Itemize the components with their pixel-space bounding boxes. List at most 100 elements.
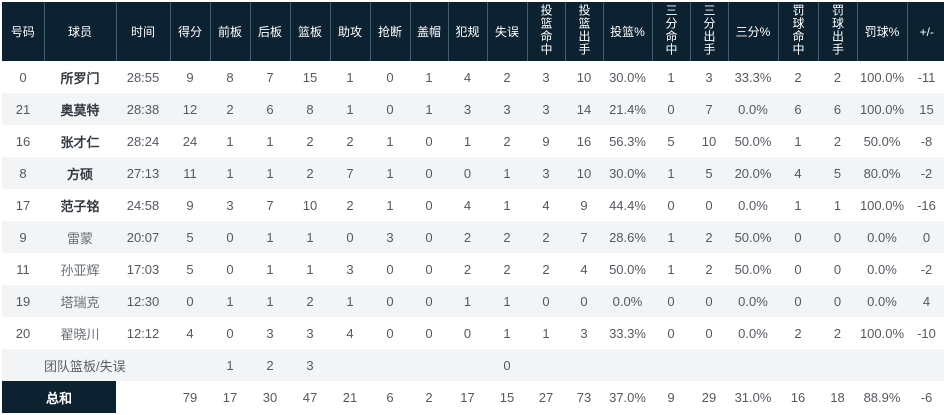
cell-time: 28:38 [116, 93, 170, 125]
cell-time [116, 381, 170, 413]
cell-tpm: 0 [667, 325, 675, 341]
cell-oreb: 0 [226, 261, 234, 277]
cell-dreb: 1 [250, 157, 290, 189]
cell-fta: 2 [833, 325, 842, 341]
cell-points: 9 [186, 69, 194, 85]
cell-dreb: 7 [266, 197, 274, 213]
cell-to: 2 [503, 261, 511, 277]
cell-ftp: 0.0% [867, 261, 897, 277]
cell-fta: 0 [818, 221, 857, 253]
player-row: 20 翟晓川 12:12 4 0 3 3 4 0 0 0 1 1 3 33.3% 0 0 0.0% 2 2 100.0%… [2, 317, 944, 349]
col-header-fta: 罚球出手 [818, 2, 858, 61]
cell-fta: 0 [833, 261, 842, 277]
cell-to: 1 [503, 197, 511, 213]
cell-pm: -2 [920, 261, 933, 277]
cell-fgm: 3 [527, 157, 565, 189]
player-row: 9 雷蒙 20:07 5 0 1 1 0 3 0 2 2 2 7 28.6% 1 2 50.0% 0 0 0.0% 0 [2, 221, 944, 253]
cell-tpm: 9 [667, 389, 675, 405]
cell-oreb: 1 [210, 285, 250, 317]
cell-fga: 7 [565, 221, 603, 253]
cell-to: 15 [499, 389, 515, 405]
col-header-ftm-label: 罚球命中 [791, 4, 805, 56]
col-header-ftp: 罚球% [857, 2, 908, 61]
cell-pm: -10 [917, 325, 936, 341]
cell-tpm: 5 [667, 133, 675, 149]
cell-pm: -11 [917, 69, 936, 85]
cell-ast [330, 349, 370, 381]
cell-to: 1 [487, 157, 527, 189]
team-rebounds-row: 团队篮板/失误 1 2 3 0 [2, 349, 944, 381]
cell-ftp [857, 349, 907, 381]
cell-tpm: 1 [652, 157, 690, 189]
cell-ftm: 2 [794, 325, 802, 341]
cell-points: 5 [186, 261, 194, 277]
cell-to: 1 [503, 325, 511, 341]
cell-pf: 4 [463, 197, 472, 213]
team-row-label: 团队篮板/失误 [44, 349, 126, 381]
cell-points: 24 [182, 133, 198, 149]
cell-to: 2 [503, 133, 511, 149]
cell-pm: 0 [907, 221, 944, 253]
cell-reb: 2 [290, 285, 330, 317]
cell-oreb: 3 [226, 197, 234, 213]
cell-ftp: 100.0% [857, 93, 907, 125]
cell-oreb: 1 [210, 349, 250, 381]
cell-ftp: 0.0% [857, 285, 907, 317]
cell-tpp: 50.0% [728, 221, 778, 253]
cell-fgp: 0.0% [603, 285, 652, 317]
cell-pm: -16 [917, 197, 936, 213]
col-header-player: 球员 [44, 2, 117, 61]
jersey-number: 21 [2, 93, 44, 125]
cell-fta: 6 [818, 93, 857, 125]
cell-tpa: 0 [705, 325, 713, 341]
cell-tpm: 1 [667, 69, 675, 85]
cell-reb: 1 [306, 261, 314, 277]
player-name: 塔瑞克 [44, 285, 116, 317]
cell-fga: 0 [565, 285, 603, 317]
player-name: 范子铭 [60, 198, 100, 214]
cell-fta [818, 349, 857, 381]
col-header-tpm: 三分命中 [652, 2, 691, 61]
jersey-number: 0 [19, 69, 27, 85]
cell-ftp: 0.0% [857, 221, 907, 253]
cell-tpm: 0 [652, 93, 690, 125]
cell-tpa: 2 [705, 261, 713, 277]
cell-dreb: 1 [250, 221, 290, 253]
cell-pm: 4 [907, 285, 944, 317]
cell-points [170, 349, 210, 381]
cell-tpa: 7 [690, 93, 728, 125]
cell-tpp: 0.0% [728, 93, 778, 125]
cell-time: 12:30 [116, 285, 170, 317]
cell-reb: 15 [302, 69, 318, 85]
cell-pf: 0 [463, 325, 472, 341]
cell-points: 12 [170, 93, 210, 125]
cell-dreb: 30 [262, 389, 278, 405]
cell-points: 4 [186, 325, 194, 341]
player-row: 16 张才仁 28:24 24 1 1 2 2 1 0 1 2 9 16 56.3% 5 10 50.0% 1 2 50… [2, 125, 944, 157]
col-header-number: 号码 [2, 2, 45, 61]
cell-fgp: 30.0% [609, 69, 646, 85]
cell-ftm: 1 [794, 133, 802, 149]
cell-blk: 0 [410, 221, 448, 253]
cell-ast: 2 [346, 133, 354, 149]
cell-fga: 73 [576, 389, 592, 405]
col-header-tpp: 三分% [728, 2, 779, 61]
cell-oreb: 8 [226, 69, 234, 85]
cell-pf: 0 [448, 157, 487, 189]
cell-points: 79 [182, 389, 198, 405]
cell-fgm: 27 [538, 389, 554, 405]
col-header-fga: 投篮出手 [565, 2, 604, 61]
col-header-fgp: 投篮% [603, 2, 653, 61]
col-header-dreb: 后板 [250, 2, 291, 61]
cell-stl: 1 [386, 133, 394, 149]
cell-tpa [690, 349, 728, 381]
cell-dreb: 1 [266, 261, 274, 277]
jersey-number: 9 [2, 221, 44, 253]
cell-time: 24:58 [126, 197, 160, 213]
cell-stl [370, 349, 410, 381]
cell-tpp: 50.0% [734, 261, 772, 277]
col-header-points: 得分 [170, 2, 211, 61]
col-header-oreb: 前板 [210, 2, 251, 61]
box-score-header: 号码 球员 时间 得分 前板 后板 篮板 助攻 抢断 盖帽 犯规 失误 投篮命中 投篮出手 投篮% 三分命中 三… [2, 2, 944, 61]
